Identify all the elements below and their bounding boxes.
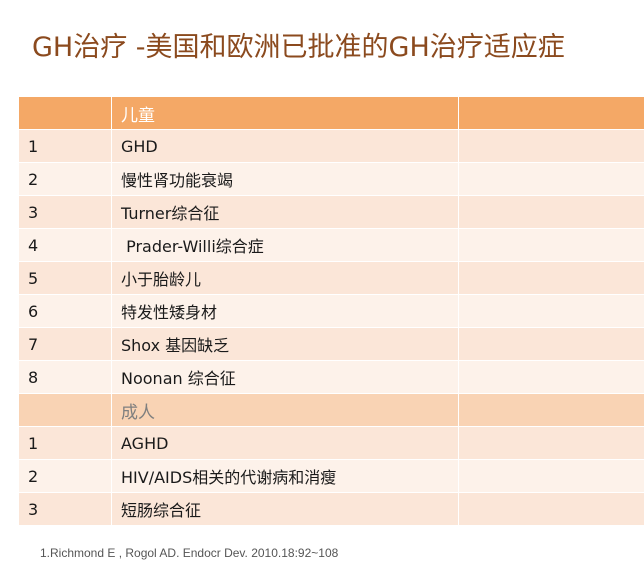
row-indication: HIV/AIDS相关的代谢病和消瘦 bbox=[112, 460, 459, 492]
row-empty-cell bbox=[459, 328, 644, 360]
row-indication: Noonan 综合征 bbox=[112, 361, 459, 393]
adult-header: 成人 bbox=[112, 394, 459, 426]
row-indication: 短肠综合征 bbox=[112, 493, 459, 525]
slide-title: GH治疗 -美国和欧洲已批准的GH治疗适应症 bbox=[32, 32, 565, 63]
row-number: 8 bbox=[19, 361, 112, 393]
children-header: 儿童 bbox=[112, 97, 459, 129]
row-empty-cell bbox=[459, 361, 644, 393]
row-empty-cell bbox=[459, 427, 644, 459]
row-number: 7 bbox=[19, 328, 112, 360]
table-row: 8 Noonan 综合征 bbox=[19, 360, 644, 393]
header-empty-cell bbox=[459, 97, 644, 129]
row-empty-cell bbox=[459, 295, 644, 327]
table-row: 2 慢性肾功能衰竭 bbox=[19, 162, 644, 195]
header-num-cell bbox=[19, 97, 112, 129]
row-number: 5 bbox=[19, 262, 112, 294]
row-indication: Prader-Willi综合症 bbox=[112, 229, 459, 261]
row-number: 3 bbox=[19, 493, 112, 525]
table-row: 7 Shox 基因缺乏 bbox=[19, 327, 644, 360]
row-indication: 特发性矮身材 bbox=[112, 295, 459, 327]
row-indication: Shox 基因缺乏 bbox=[112, 328, 459, 360]
subheader-num-cell bbox=[19, 394, 112, 426]
row-number: 6 bbox=[19, 295, 112, 327]
table-row: 1 GHD bbox=[19, 129, 644, 162]
row-number: 4 bbox=[19, 229, 112, 261]
row-number: 2 bbox=[19, 460, 112, 492]
table-row: 1 AGHD bbox=[19, 426, 644, 459]
row-number: 1 bbox=[19, 427, 112, 459]
row-number: 3 bbox=[19, 196, 112, 228]
row-empty-cell bbox=[459, 163, 644, 195]
indications-table: 儿童 1 GHD 2 慢性肾功能衰竭 3 Turner综合征 4 Prader-… bbox=[19, 96, 644, 525]
row-indication: 小于胎龄儿 bbox=[112, 262, 459, 294]
row-indication: GHD bbox=[112, 130, 459, 162]
row-indication: AGHD bbox=[112, 427, 459, 459]
table-row: 6 特发性矮身材 bbox=[19, 294, 644, 327]
row-empty-cell bbox=[459, 229, 644, 261]
row-empty-cell bbox=[459, 196, 644, 228]
row-empty-cell bbox=[459, 130, 644, 162]
row-empty-cell bbox=[459, 460, 644, 492]
reference-footnote: 1.Richmond E , Rogol AD. Endocr Dev. 201… bbox=[40, 546, 339, 560]
table-row: 5 小于胎龄儿 bbox=[19, 261, 644, 294]
row-empty-cell bbox=[459, 493, 644, 525]
table-row: 4 Prader-Willi综合症 bbox=[19, 228, 644, 261]
table-row: 3 短肠综合征 bbox=[19, 492, 644, 525]
row-number: 2 bbox=[19, 163, 112, 195]
subheader-empty-cell bbox=[459, 394, 644, 426]
table-header-row: 儿童 bbox=[19, 96, 644, 129]
row-number: 1 bbox=[19, 130, 112, 162]
row-indication: 慢性肾功能衰竭 bbox=[112, 163, 459, 195]
adult-section-row: 成人 bbox=[19, 393, 644, 426]
table-row: 3 Turner综合征 bbox=[19, 195, 644, 228]
row-indication: Turner综合征 bbox=[112, 196, 459, 228]
row-empty-cell bbox=[459, 262, 644, 294]
table-row: 2 HIV/AIDS相关的代谢病和消瘦 bbox=[19, 459, 644, 492]
